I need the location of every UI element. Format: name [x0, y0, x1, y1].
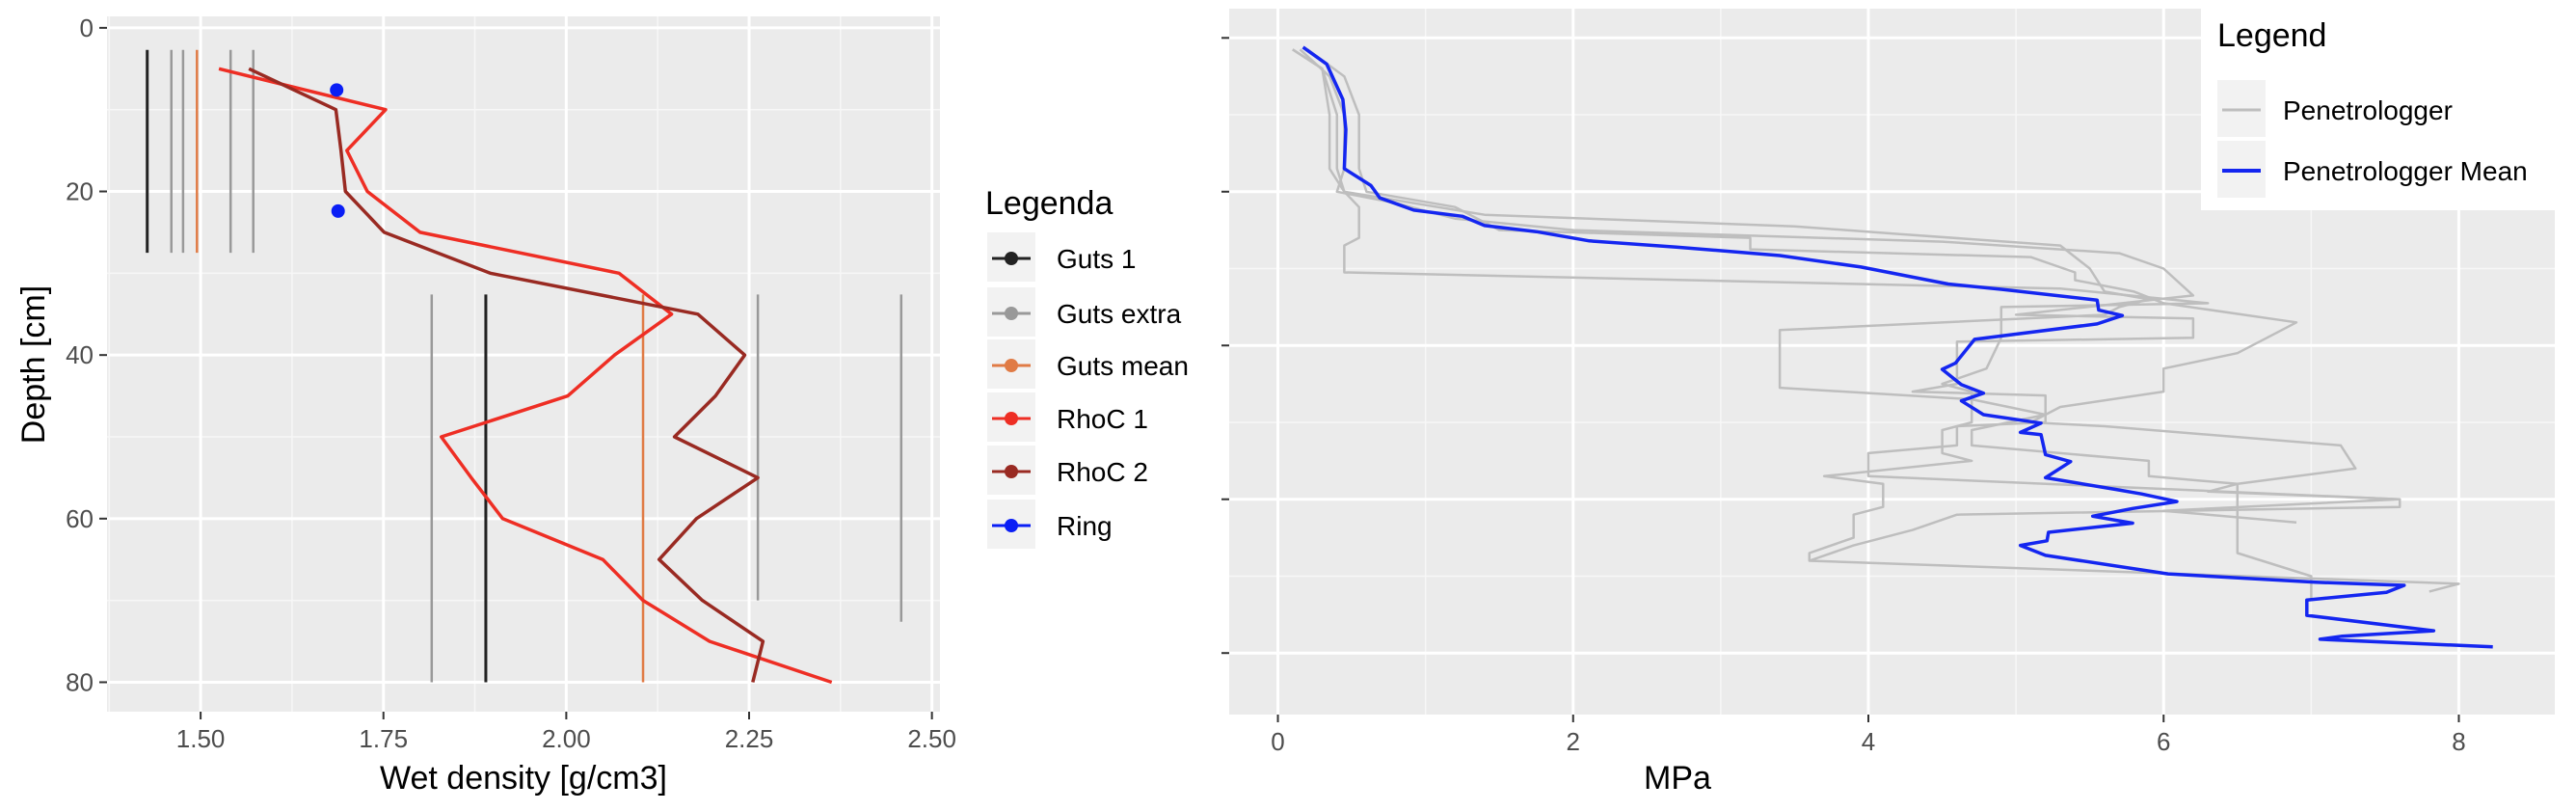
legend-label-penetrologger-mean: Penetrologger Mean: [2283, 156, 2528, 186]
plot-panel: [107, 16, 940, 712]
series-line-penetrologger-mean: [1301, 45, 2493, 649]
x-axis-title: Wet density [g/cm3]: [380, 760, 667, 797]
x-tick-label: 8: [2452, 727, 2465, 756]
legend-dot-guts-extra: [1005, 307, 1018, 320]
legend-label-penetrologger: Penetrologger: [2283, 95, 2453, 125]
axis-ticks: 1.50 1.75 2.00 2.25 2.50 0 20 40 60 80: [66, 14, 956, 753]
legend-dot-guts-1: [1005, 252, 1018, 265]
legend-label-guts-1: Guts 1: [1057, 244, 1136, 274]
point-ring: [331, 203, 345, 218]
series-line-penetrologger: [1292, 48, 2402, 524]
point-ring: [330, 83, 344, 97]
y-tick-label: 40: [66, 340, 94, 369]
x-tick-label: 2.50: [907, 724, 956, 753]
y-tick-label: 60: [66, 504, 94, 533]
series-line-rhoc-2: [248, 67, 765, 683]
legend-label-rhoc-1: RhoC 1: [1057, 404, 1148, 434]
y-axis-title: Depth [cm]: [15, 285, 52, 444]
x-tick-label: 0: [1271, 727, 1284, 756]
x-tick-label: 1.75: [359, 724, 408, 753]
legend-label-guts-extra: Guts extra: [1057, 299, 1182, 329]
y-tick-label: 20: [66, 177, 94, 206]
legend: Legend Penetrologger Penetrologger Mean: [2201, 0, 2555, 210]
legend: Legenda Guts 1 Guts extra Guts mean RhoC 1 R…: [985, 185, 1189, 549]
x-axis-title: MPa: [1644, 760, 1711, 797]
axis-ticks: 0 2 4 6 8: [1221, 37, 2466, 756]
legend-dot-rhoc-1: [1005, 412, 1018, 425]
x-tick-label: 6: [2157, 727, 2170, 756]
x-tick-label: 2.25: [725, 724, 774, 753]
legend-dot-rhoc-2: [1005, 465, 1018, 478]
series-line-rhoc-1: [218, 67, 833, 685]
density-chart: 1.50 1.75 2.00 2.25 2.50 0 20 40 60 80 Wet densit…: [15, 14, 1189, 797]
x-tick-label: 4: [1862, 727, 1875, 756]
penetrologger-chart: 0 2 4 6 8 MPa Legend Penetrologger Penetrolog…: [1221, 0, 2555, 797]
legend-title: Legenda: [985, 185, 1113, 222]
legend-dot-guts-mean: [1005, 359, 1018, 372]
series-line-penetrologger: [1306, 48, 2357, 600]
legend-title: Legend: [2217, 17, 2326, 54]
panel-background: [107, 16, 940, 712]
series-line-penetrologger: [1292, 48, 2460, 593]
y-tick-label: 0: [80, 14, 94, 42]
x-tick-label: 1.50: [176, 724, 226, 753]
legend-label-ring: Ring: [1057, 511, 1113, 541]
x-tick-label: 2: [1567, 727, 1580, 756]
y-tick-label: 80: [66, 667, 94, 696]
legend-label-guts-mean: Guts mean: [1057, 351, 1189, 381]
x-tick-label: 2.00: [542, 724, 591, 753]
legend-dot-ring: [1005, 519, 1018, 532]
legend-label-rhoc-2: RhoC 2: [1057, 457, 1148, 487]
